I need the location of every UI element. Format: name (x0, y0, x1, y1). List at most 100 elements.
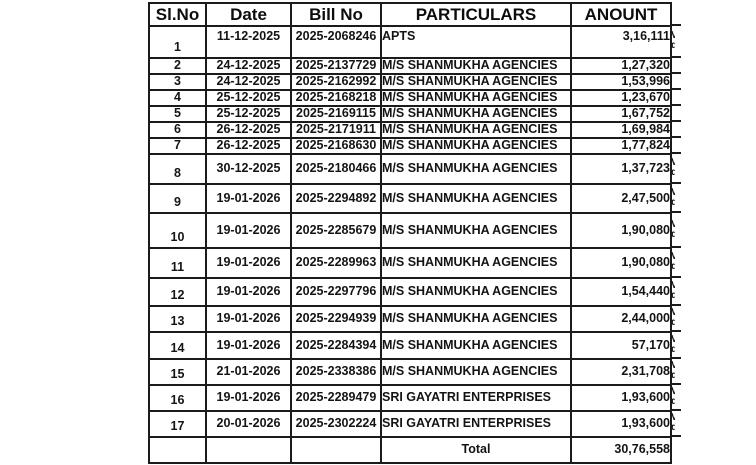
table-row: 9 19-01-2026 2025-2294892 M/S SHANMUKHA AGE… (148, 183, 672, 214)
cell-amount: 1,90,080 (570, 212, 672, 249)
total-row: Total 30,76,558 (148, 436, 672, 464)
cell-date: 21-01-2026 (205, 358, 292, 386)
cell-amount: 1,53,996 (570, 73, 672, 91)
cell-billno: 2025-2169115 (290, 105, 382, 123)
cell-billno: 2025-2284394 (290, 331, 382, 360)
cell-billno: 2025-2289963 (290, 247, 382, 279)
cell-amount: 1,67,752 (570, 105, 672, 123)
cell-billno: 2025-2068246 (290, 25, 382, 59)
cell-billno: 2025-2168630 (290, 137, 382, 155)
cell-particulars: M/S SHANMUKHA AGENCIES (380, 358, 572, 386)
table-row: 8 30-12-2025 2025-2180466 M/S SHANMUKHA AGE… (148, 153, 672, 185)
cell-slno: 15 (148, 358, 207, 386)
cell-amount: 1,54,440 (570, 277, 672, 307)
cell-particulars: M/S SHANMUKHA AGENCIES (380, 73, 572, 91)
cell-amount: 1,93,600 (570, 410, 672, 438)
table-header: Sl.No Date Bill No PARTICULARS ANOUNT (148, 2, 672, 27)
total-amount: 30,76,558 (570, 436, 672, 464)
table-row: 1 11-12-2025 2025-2068246 APTS 3,16,111 (148, 25, 672, 59)
cell-slno: 17 (148, 410, 207, 438)
cell-billno: 2025-2137729 (290, 57, 382, 75)
cell-date: 19-01-2026 (205, 247, 292, 279)
cell-date: 30-12-2025 (205, 153, 292, 185)
table-row: 14 19-01-2026 2025-2284394 M/S SHANMUKHA AG… (148, 331, 672, 360)
table-row: 3 24-12-2025 2025-2162992 M/S SHANMUKHA AGE… (148, 73, 672, 91)
cell-amount: 2,44,000 (570, 305, 672, 333)
cell-amount: 2,47,500 (570, 183, 672, 214)
cell-date: 24-12-2025 (205, 57, 292, 75)
cell-amount: 1,90,080 (570, 247, 672, 279)
cell-particulars: M/S SHANMUKHA AGENCIES (380, 153, 572, 185)
cell-date: 19-01-2026 (205, 277, 292, 307)
cell-slno: 10 (148, 212, 207, 249)
cell-billno: 2025-2285679 (290, 212, 382, 249)
cell-date: 19-01-2026 (205, 305, 292, 333)
header-row: Sl.No Date Bill No PARTICULARS ANOUNT (148, 2, 672, 27)
cell-slno: 8 (148, 153, 207, 185)
cell-particulars: M/S SHANMUKHA AGENCIES (380, 212, 572, 249)
cell-date: 19-01-2026 (205, 384, 292, 412)
col-header-billno: Bill No (290, 2, 382, 27)
cell-amount: 1,23,670 (570, 89, 672, 107)
cell-date: 19-01-2026 (205, 331, 292, 360)
cell-date: 19-01-2026 (205, 212, 292, 249)
cell-slno: 1 (148, 25, 207, 59)
cell-slno: 6 (148, 121, 207, 139)
cell-slno: 2 (148, 57, 207, 75)
cell-particulars: M/S SHANMUKHA AGENCIES (380, 89, 572, 107)
table-row: 7 26-12-2025 2025-2168630 M/S SHANMUKHA AGE… (148, 137, 672, 155)
cell-date: 24-12-2025 (205, 73, 292, 91)
cell-date: 26-12-2025 (205, 121, 292, 139)
cell-billno: 2025-2289479 (290, 384, 382, 412)
cell-slno: 9 (148, 183, 207, 214)
cell-date: 26-12-2025 (205, 137, 292, 155)
cell-particulars: SRI GAYATRI ENTERPRISES (380, 384, 572, 412)
cell-slno: 3 (148, 73, 207, 91)
cell-date: 11-12-2025 (205, 25, 292, 59)
cell-particulars: M/S SHANMUKHA AGENCIES (380, 137, 572, 155)
cell-billno: 2025-2294892 (290, 183, 382, 214)
table-row: 15 21-01-2026 2025-2338386 M/S SHANMUKHA AG… (148, 358, 672, 386)
table-row: 2 24-12-2025 2025-2137729 M/S SHANMUKHA AGE… (148, 57, 672, 75)
cell-amount: 2,31,708 (570, 358, 672, 386)
table-row: 10 19-01-2026 2025-2285679 M/S SHANMUKHA AG… (148, 212, 672, 249)
cell-amount: 1,77,824 (570, 137, 672, 155)
cell-slno: 4 (148, 89, 207, 107)
cell-slno: 7 (148, 137, 207, 155)
total-empty-billno (290, 436, 382, 464)
table-row: 12 19-01-2026 2025-2297796 M/S SHANMUKHA AG… (148, 277, 672, 307)
cell-slno: 12 (148, 277, 207, 307)
cell-particulars: M/S SHANMUKHA AGENCIES (380, 57, 572, 75)
total-label: Total (380, 436, 572, 464)
cell-slno: 5 (148, 105, 207, 123)
cell-slno: 14 (148, 331, 207, 360)
cell-particulars: M/S SHANMUKHA AGENCIES (380, 247, 572, 279)
cell-particulars: M/S SHANMUKHA AGENCIES (380, 183, 572, 214)
cell-amount: 1,27,320 (570, 57, 672, 75)
cell-particulars: M/S SHANMUKHA AGENCIES (380, 121, 572, 139)
cell-amount: 1,93,600 (570, 384, 672, 412)
total-empty-date (205, 436, 292, 464)
table-row: 13 19-01-2026 2025-2294939 M/S SHANMUKHA AG… (148, 305, 672, 333)
cell-date: 19-01-2026 (205, 183, 292, 214)
cell-date: 25-12-2025 (205, 105, 292, 123)
table-row: 11 19-01-2026 2025-2289963 M/S SHANMUKHA AG… (148, 247, 672, 279)
table-row: 17 20-01-2026 2025-2302224 SRI GAYATRI ENTE… (148, 410, 672, 438)
cell-particulars: M/S SHANMUKHA AGENCIES (380, 305, 572, 333)
cell-particulars: M/S SHANMUKHA AGENCIES (380, 105, 572, 123)
cell-particulars: M/S SHANMUKHA AGENCIES (380, 277, 572, 307)
cell-amount: 1,37,723 (570, 153, 672, 185)
total-empty-slno (148, 436, 207, 464)
cell-slno: 11 (148, 247, 207, 279)
cell-particulars: APTS (380, 25, 572, 59)
cell-date: 20-01-2026 (205, 410, 292, 438)
cell-billno: 2025-2338386 (290, 358, 382, 386)
table-row: 5 25-12-2025 2025-2169115 M/S SHANMUKHA AGE… (148, 105, 672, 123)
cell-amount: 1,69,984 (570, 121, 672, 139)
cell-amount: 57,170 (570, 331, 672, 360)
cell-billno: 2025-2171911 (290, 121, 382, 139)
col-header-amount: ANOUNT (570, 2, 672, 27)
